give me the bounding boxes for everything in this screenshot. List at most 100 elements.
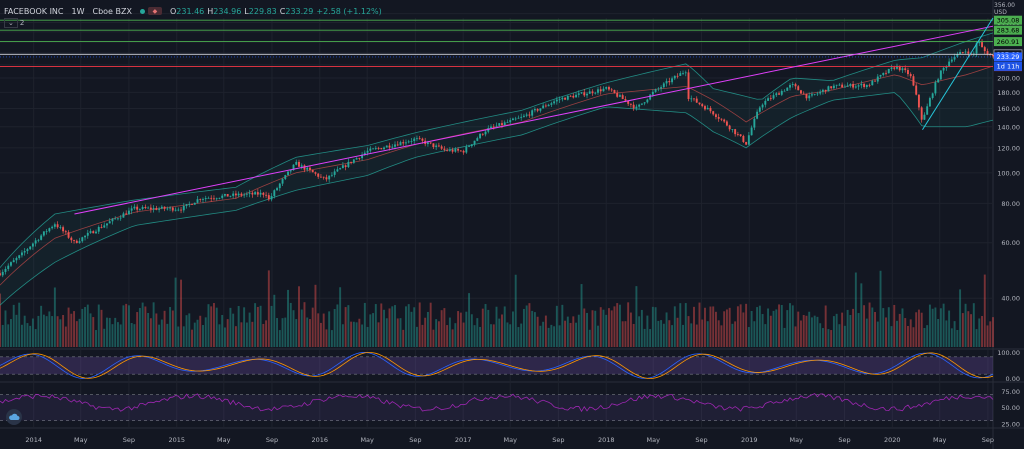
candle-body — [435, 145, 438, 148]
rsi-pane — [0, 393, 994, 421]
candle-body — [693, 98, 695, 100]
candle-body — [939, 70, 942, 80]
candle-body — [267, 195, 270, 200]
candle-body — [591, 91, 594, 94]
high-value: 234.96 — [213, 6, 242, 16]
volume-bar — [248, 312, 251, 347]
symbol-name[interactable]: FACEBOOK INC — [4, 6, 64, 16]
volume-bar — [679, 303, 682, 347]
volume-bar — [108, 317, 111, 347]
volume-bar — [193, 322, 196, 347]
candle-body — [852, 84, 855, 88]
cloud-logo-icon[interactable] — [6, 409, 22, 425]
trendlines — [74, 17, 994, 215]
candle-body — [127, 210, 130, 215]
candle-body — [295, 161, 298, 165]
candle-body — [114, 218, 117, 220]
volume-bar — [366, 326, 369, 347]
candle-body — [945, 66, 948, 68]
volume-bar — [591, 310, 594, 347]
open-value: 231.46 — [176, 6, 205, 16]
candle-body — [265, 194, 268, 196]
candle-body — [440, 146, 443, 149]
candle-body — [388, 145, 391, 148]
level-label-text: 260.91 — [997, 38, 1020, 46]
volume-bar — [835, 313, 838, 347]
volume-bar — [654, 307, 657, 347]
volume-bar — [171, 310, 174, 347]
volume-bar — [432, 329, 435, 347]
volume-bar — [215, 307, 218, 347]
indicator-toggle[interactable]: ⌄ 2 — [4, 18, 24, 28]
volume-bar — [20, 324, 23, 347]
candle-body — [366, 150, 369, 153]
candle-body — [73, 240, 76, 241]
candle-body — [149, 207, 152, 210]
volume-bar — [287, 289, 289, 347]
volume-bar — [372, 313, 375, 347]
volume-bar — [487, 309, 490, 347]
candle-body — [857, 85, 860, 87]
candle-body — [967, 51, 970, 54]
volume-bar — [764, 324, 767, 347]
collapse-chevron-icon[interactable]: ⌄ — [4, 18, 18, 28]
volume-bar — [243, 307, 246, 347]
candle-body — [75, 240, 78, 243]
interval-label[interactable]: 1W — [71, 6, 85, 16]
volume-bar — [561, 304, 564, 347]
volume-bar — [550, 324, 553, 347]
volume-bar — [42, 314, 45, 347]
volume-bar — [599, 307, 602, 347]
candle-body — [363, 152, 366, 155]
candle-body — [100, 227, 103, 228]
volume-bar — [476, 318, 479, 347]
candle-body — [736, 134, 739, 135]
volume-bar — [720, 325, 723, 347]
candle-body — [141, 206, 144, 209]
currency-label: USD — [994, 9, 1007, 16]
candle-body — [594, 92, 597, 94]
volume-bar — [149, 318, 152, 347]
candle-body — [805, 93, 808, 99]
volume-bar — [380, 303, 383, 347]
volume-bar — [871, 307, 874, 347]
volume-bar — [662, 323, 665, 347]
candle-body — [254, 192, 257, 195]
candle-body — [926, 106, 929, 115]
candle-body — [961, 52, 964, 53]
volume-bar — [251, 321, 254, 347]
candle-body — [956, 54, 959, 57]
level-price-label: 260.91 — [994, 37, 1022, 47]
candle-body — [915, 85, 918, 95]
volume-bar — [18, 302, 21, 347]
volume-bar — [234, 326, 237, 347]
volume-bar — [572, 316, 575, 347]
volume-bar — [369, 314, 372, 347]
volume-bar — [221, 314, 224, 347]
volume-bar — [7, 324, 10, 347]
volume-bar — [981, 315, 983, 347]
candle-body — [646, 99, 649, 103]
candle-body — [920, 107, 923, 120]
candle-body — [525, 114, 528, 116]
candle-body — [802, 93, 805, 95]
candle-body — [207, 197, 210, 199]
candle-body — [429, 142, 432, 144]
volume-bar — [144, 306, 147, 347]
last-price-label: 233.29 1d 11h — [994, 52, 1022, 71]
volume-bar — [761, 314, 764, 347]
volume-bar — [714, 311, 717, 347]
candle-body — [709, 107, 712, 112]
candle-body — [31, 243, 34, 247]
volume-bar — [682, 324, 684, 347]
candle-body — [352, 159, 355, 163]
volume-bar — [347, 305, 350, 347]
candle-body — [580, 92, 583, 94]
volume-bar — [278, 330, 281, 347]
candle-body — [330, 174, 333, 176]
volume-bar — [226, 319, 229, 347]
volume-bar — [830, 330, 833, 347]
bollinger-upper-line — [0, 32, 994, 268]
flag-icon[interactable]: ◆ — [147, 7, 162, 15]
